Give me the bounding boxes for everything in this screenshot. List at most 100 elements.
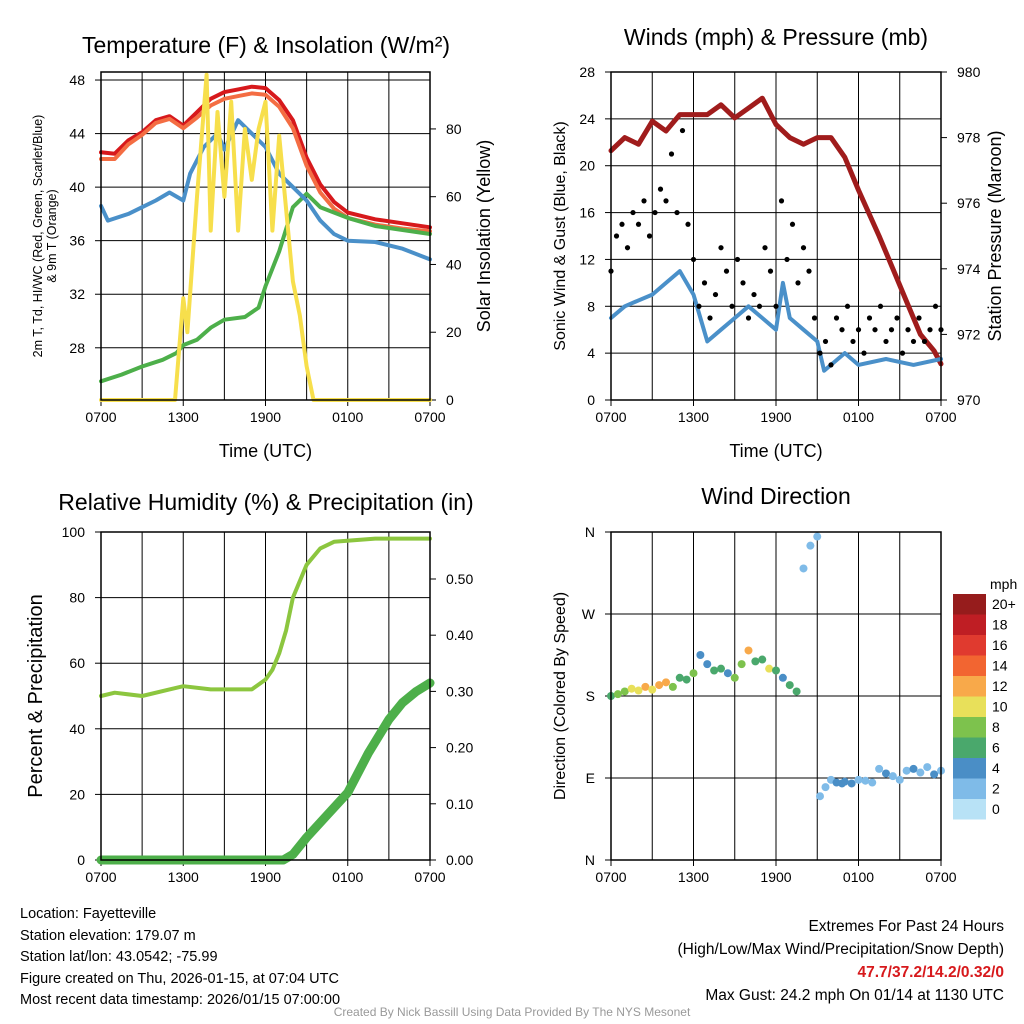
x-tick-label: 0700 xyxy=(595,869,626,885)
solar-insolation-line xyxy=(99,72,432,402)
gust-point xyxy=(679,127,686,134)
panel-3: Relative Humidity (%) & Precipitation (i… xyxy=(25,489,474,885)
y-tick-label: 40 xyxy=(69,721,85,737)
y-axis-label: Direction (Colored By Speed) xyxy=(552,592,569,800)
x-tick-label: 0100 xyxy=(332,409,363,425)
created-text: Figure created on Thu, 2026-01-15, at 07… xyxy=(20,970,339,987)
gust-point xyxy=(778,198,785,204)
panel-2: Winds (mph) & Pressure (mb) 0700 1300 1900 0… xyxy=(552,24,1005,461)
gust-point xyxy=(751,291,757,298)
y-right-tick-label: 976 xyxy=(957,195,981,211)
x-tick-label: 1900 xyxy=(760,409,791,425)
gust-point xyxy=(646,233,653,239)
legend-label: 14 xyxy=(992,658,1008,674)
legend-label: 4 xyxy=(992,760,1000,776)
y-axis-label: Sonic Wind & Gust (Blue, Black) xyxy=(552,121,569,350)
gust-point xyxy=(690,256,697,263)
wind-direction-point xyxy=(772,666,780,675)
latlon-text: Station lat/lon: 43.0542; -75.99 xyxy=(20,949,218,965)
wind-direction-point xyxy=(923,763,932,772)
y-tick-label: 8 xyxy=(587,298,595,314)
x-axis-label: Time (UTC) xyxy=(729,441,822,461)
wind-direction-point xyxy=(737,660,746,669)
hi-wc-line xyxy=(99,118,432,262)
wind-direction-point xyxy=(730,673,739,682)
y-axis-label: 2m T, Td, HI/WC (Red, Green, Scarlet/Blu… xyxy=(31,115,45,358)
plot-frame xyxy=(100,531,431,861)
wind-direction-point xyxy=(744,646,753,655)
sonic-wind-line xyxy=(609,269,943,373)
wind-direction-point xyxy=(758,655,767,664)
plot-frame xyxy=(100,71,431,401)
y-right-axis-label: Solar Insolation (Yellow) xyxy=(474,140,494,332)
wind-direction-point xyxy=(792,687,801,696)
y-right-tick-label: 978 xyxy=(957,130,981,146)
extremes-info: Extremes For Past 24 Hours (High/Low/Max… xyxy=(678,915,1005,1007)
y-tick-label: 0 xyxy=(587,392,595,408)
gust-point xyxy=(745,315,752,321)
gust-point xyxy=(916,315,922,321)
y-right-tick-label: 974 xyxy=(957,261,981,277)
chart-title: Temperature (F) & Insolation (W/m²) xyxy=(82,32,450,58)
legend-swatch xyxy=(953,655,986,676)
station-info: Location: Fayetteville Station elevation… xyxy=(20,904,340,1012)
gust-point xyxy=(899,350,906,356)
y-tick-label: 0 xyxy=(77,852,85,868)
wind-direction-point xyxy=(778,673,787,682)
wind-direction-point xyxy=(620,687,629,696)
y-tick-label: 20 xyxy=(69,786,85,802)
wind-direction-point xyxy=(668,682,677,691)
y-tick-label: 40 xyxy=(69,179,85,195)
gust-point xyxy=(872,327,878,333)
legend-label: 20+ xyxy=(992,596,1016,612)
y-tick-label: 24 xyxy=(579,111,595,127)
wind-direction-point xyxy=(861,776,870,785)
gust-point xyxy=(789,221,796,227)
legend-title: mph xyxy=(990,576,1017,592)
extremes-desc: (High/Low/Max Wind/Precipitation/Snow De… xyxy=(677,941,1005,958)
gust-point xyxy=(877,303,884,309)
y-tick-label: 20 xyxy=(579,158,595,174)
y-tick-label: W xyxy=(582,606,596,622)
td-line xyxy=(99,191,432,384)
x-tick-label: 1300 xyxy=(168,409,199,425)
legend-label: 6 xyxy=(992,740,1000,756)
gust-point xyxy=(773,303,779,309)
legend-swatch xyxy=(953,635,986,656)
2m-t-line xyxy=(99,84,432,230)
gust-point xyxy=(817,350,823,356)
x-tick-label: 1300 xyxy=(678,409,709,425)
y-right-tick-label: 0.30 xyxy=(446,683,473,699)
gust-point xyxy=(762,245,768,251)
wind-direction-point xyxy=(902,766,911,775)
wind-direction-point xyxy=(634,686,643,695)
location-text: Location: Fayetteville xyxy=(20,906,157,922)
y-tick-label: N xyxy=(585,852,595,868)
wind-direction-point xyxy=(875,764,884,773)
chart-title: Relative Humidity (%) & Precipitation (i… xyxy=(58,489,473,515)
y-tick-label: 32 xyxy=(69,286,85,302)
legend-label: 0 xyxy=(992,801,1000,817)
elevation-text: Station elevation: 179.07 m xyxy=(20,927,196,944)
gust-point xyxy=(888,327,895,333)
legend-swatch xyxy=(953,778,986,799)
gust-point xyxy=(734,256,741,263)
gust-point xyxy=(707,315,713,321)
y-right-tick-label: 80 xyxy=(446,121,462,137)
y-right-tick-label: 20 xyxy=(446,324,462,340)
legend-label: 12 xyxy=(992,678,1008,694)
wind-direction-point xyxy=(930,770,939,779)
x-tick-label: 0700 xyxy=(85,869,116,885)
wind-direction-point xyxy=(675,673,684,682)
wind-direction-point xyxy=(710,666,719,675)
legend-label: 18 xyxy=(992,617,1008,633)
wind-direction-point xyxy=(806,541,815,550)
wind-direction-point xyxy=(627,684,636,693)
gust-point xyxy=(828,362,834,368)
legend-label: 2 xyxy=(992,781,1000,797)
gust-point xyxy=(833,315,840,321)
legend-label: 16 xyxy=(992,637,1008,653)
gust-point xyxy=(894,315,900,321)
gust-point xyxy=(729,303,735,309)
chart-title: Winds (mph) & Pressure (mb) xyxy=(624,24,928,50)
